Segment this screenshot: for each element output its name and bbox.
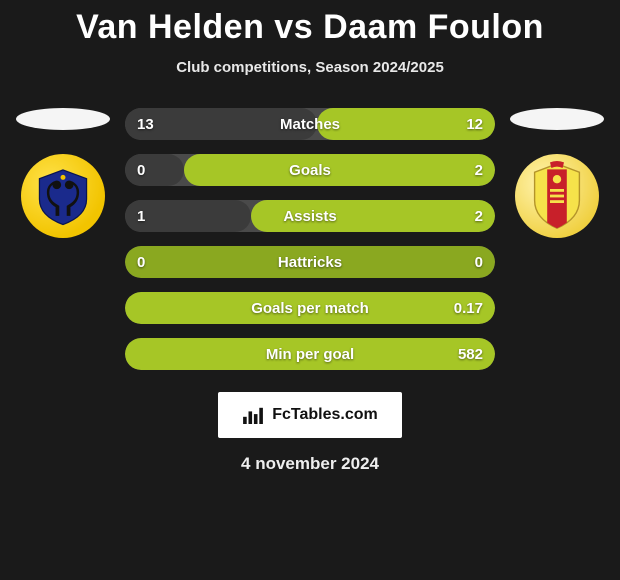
comparison-card: Van Helden vs Daam Foulon Club competiti… (0, 0, 620, 580)
player1-silhouette (16, 108, 110, 130)
stat-label: Assists (125, 208, 495, 225)
stat-row-min-per-goal: 582Min per goal (125, 338, 495, 370)
stat-row-assists: 12Assists (125, 200, 495, 232)
fctables-text: FcTables.com (272, 406, 378, 424)
player2-silhouette (510, 108, 604, 130)
subtitle: Club competitions, Season 2024/2025 (176, 59, 444, 76)
vs-text: vs (274, 8, 313, 46)
stat-label: Hattricks (125, 254, 495, 271)
bars-icon (242, 406, 264, 424)
stat-rows: 1312Matches 02Goals 12Assists 00Hattricks 0.… (125, 108, 495, 370)
stat-row-hattricks: 00Hattricks (125, 246, 495, 278)
player1-name: Van Helden (76, 8, 264, 46)
stat-label: Matches (125, 116, 495, 133)
stat-label: Goals per match (125, 300, 495, 317)
stat-row-goals: 02Goals (125, 154, 495, 186)
stat-label: Min per goal (125, 346, 495, 363)
right-side (507, 108, 607, 238)
date: 4 november 2024 (241, 454, 379, 474)
fctables-logo[interactable]: FcTables.com (218, 392, 402, 438)
title: Van Helden vs Daam Foulon (76, 8, 544, 47)
player2-name: Daam Foulon (323, 8, 544, 46)
stat-row-matches: 1312Matches (125, 108, 495, 140)
mechelen-crest-icon (515, 154, 599, 238)
left-side (13, 108, 113, 238)
stat-label: Goals (125, 162, 495, 179)
content-row: 1312Matches 02Goals 12Assists 00Hattricks 0.… (0, 108, 620, 370)
stvv-crest-icon (21, 154, 105, 238)
stat-row-goals-per-match: 0.17Goals per match (125, 292, 495, 324)
